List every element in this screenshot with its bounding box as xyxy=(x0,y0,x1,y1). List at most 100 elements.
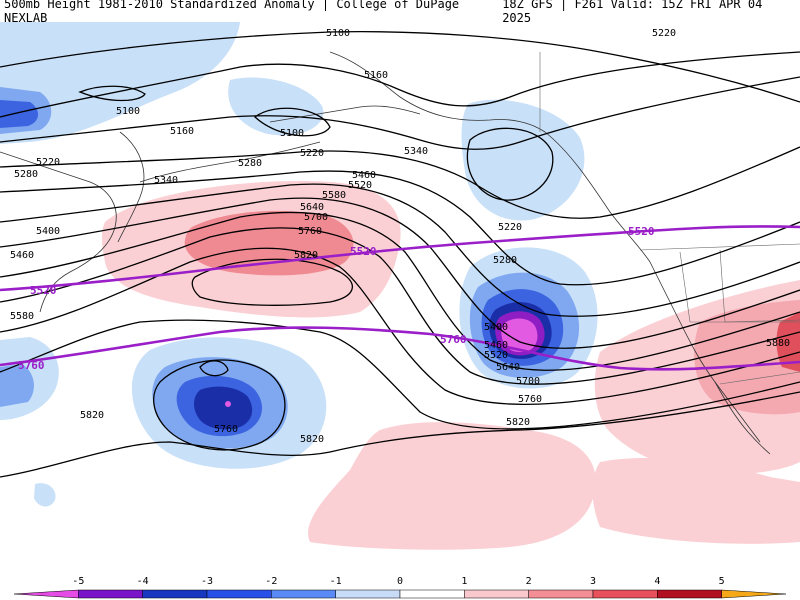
border-state-1 xyxy=(679,251,691,323)
anomaly-area-neg6-trough xyxy=(501,318,538,353)
reference-label: 5760 xyxy=(18,359,45,372)
coastline-asia xyxy=(0,151,117,313)
anomaly-area-neg1-gulf xyxy=(461,99,585,221)
contour-label: 5100 xyxy=(116,106,140,117)
coastline-alaska xyxy=(329,51,546,133)
colorbar-tick-label: -5 xyxy=(72,576,84,587)
contour-line xyxy=(466,127,554,201)
colorbar-segment xyxy=(206,589,272,599)
reference-contours xyxy=(0,225,800,371)
contour-label: 5460 xyxy=(352,170,376,181)
colorbar-segment xyxy=(335,589,401,599)
coastline-kamchatka xyxy=(117,131,145,243)
contour-label: 5520 xyxy=(484,350,508,361)
contour-label: 5820 xyxy=(506,417,530,428)
contour-label: 5280 xyxy=(238,158,262,169)
contour-label: 5820 xyxy=(80,410,104,421)
border-us-mexico xyxy=(719,371,800,385)
contour-label: 5760 xyxy=(298,226,322,237)
contour-line xyxy=(153,359,286,451)
anomaly-area-neg3-northwest xyxy=(0,100,39,128)
contour-label: 5340 xyxy=(404,146,428,157)
colorbar-segment xyxy=(399,589,465,599)
model-run-info: 18Z GFS | F261 Valid: 15Z FRI APR 04 202… xyxy=(502,0,763,25)
contour-label: 5340 xyxy=(154,175,178,186)
contour-label: 5760 xyxy=(214,424,238,435)
contour-label: 5640 xyxy=(300,202,324,213)
colorbar-segment xyxy=(721,589,787,599)
coastline-canada-west xyxy=(544,131,651,263)
colorbar-tick-label: 2 xyxy=(526,576,532,587)
colorbar-segment xyxy=(592,589,658,599)
colorbar-tick-label: 3 xyxy=(590,576,596,587)
contour-label: 5820 xyxy=(294,250,318,261)
reference-label: 5520 xyxy=(628,225,655,238)
contour-line xyxy=(0,183,800,317)
contour-label: 5820 xyxy=(300,434,324,445)
anomaly-area-neg1-small xyxy=(34,483,56,507)
contour-label: 5460 xyxy=(10,250,34,261)
contour-label: 5580 xyxy=(322,190,346,201)
colorbar-segment xyxy=(464,589,529,599)
anomaly-spot-neg5-central xyxy=(225,401,231,407)
contour-line xyxy=(0,76,800,150)
negative-anomaly-shading xyxy=(0,22,598,507)
colorbar-segment xyxy=(13,589,79,599)
colorbar-tick-label: -2 xyxy=(265,576,277,587)
colorbar-gradient xyxy=(13,589,787,599)
colorbar-tick-label: 1 xyxy=(461,576,467,587)
contour-label: 5760 xyxy=(518,394,542,405)
geographic-outlines xyxy=(0,51,800,455)
contour-label: 5580 xyxy=(10,311,34,322)
contour-label: 5460 xyxy=(484,340,508,351)
height-contours xyxy=(0,31,800,478)
contour-line xyxy=(0,51,800,118)
contour-line xyxy=(0,170,800,286)
anomaly-area-neg1-bering xyxy=(228,77,324,136)
colorbar-tick-labels: -5 -4 -3 -2 -1 0 1 2 3 4 5 xyxy=(72,576,724,587)
contour-line xyxy=(0,146,800,219)
colorbar-segment xyxy=(657,589,722,599)
colorbar-segment xyxy=(142,589,208,599)
contour-label: 5100 xyxy=(326,28,350,39)
anomaly-area-neg4-central xyxy=(194,386,253,430)
contour-line xyxy=(0,31,800,103)
colorbar-tick-label: -3 xyxy=(201,576,213,587)
contour-label: 5220 xyxy=(36,157,60,168)
contour-line xyxy=(253,107,331,137)
reference-label: 5520 xyxy=(350,245,377,258)
contour-label: 5160 xyxy=(364,70,388,81)
contour-line xyxy=(0,227,800,385)
colorbar-tick-label: 0 xyxy=(397,576,403,587)
contour-label: 5700 xyxy=(516,376,540,387)
contour-label: 5220 xyxy=(652,28,676,39)
contour-label: 5400 xyxy=(36,226,60,237)
contour-label: 5280 xyxy=(493,255,517,266)
contour-line xyxy=(78,85,146,102)
colorbar-tick-label: -1 xyxy=(330,576,342,587)
colorbar-tick-label: 5 xyxy=(719,576,725,587)
contour-label: 5160 xyxy=(170,126,194,137)
contour-label: 5400 xyxy=(484,322,508,333)
coastline-alaska-peninsula xyxy=(269,105,421,123)
contour-line xyxy=(0,391,800,478)
colorbar-segment xyxy=(271,589,336,599)
anomaly-area-pos2-southwest xyxy=(694,300,800,415)
contour-label: 5880 xyxy=(766,338,790,349)
contour-label: 5700 xyxy=(304,212,328,223)
colorbar-segment xyxy=(78,589,143,599)
colorbar-segment xyxy=(528,589,594,599)
reference-line-5520 xyxy=(0,225,800,292)
contour-line xyxy=(0,319,800,430)
contour-label: 5220 xyxy=(300,148,324,159)
colorbar-tick-label: 4 xyxy=(654,576,660,587)
contour-label: 5640 xyxy=(496,362,520,373)
contour-label: 5280 xyxy=(14,169,38,180)
anomaly-area-neg1-northwest xyxy=(0,22,240,144)
coastline-baja xyxy=(714,381,771,455)
anomaly-area-pos1-south xyxy=(308,422,596,550)
colorbar: -5 -4 -3 -2 -1 0 1 2 3 4 5 xyxy=(13,576,787,599)
anomaly-area-pos1-southeast xyxy=(592,457,800,544)
border-canada-us xyxy=(639,243,800,251)
